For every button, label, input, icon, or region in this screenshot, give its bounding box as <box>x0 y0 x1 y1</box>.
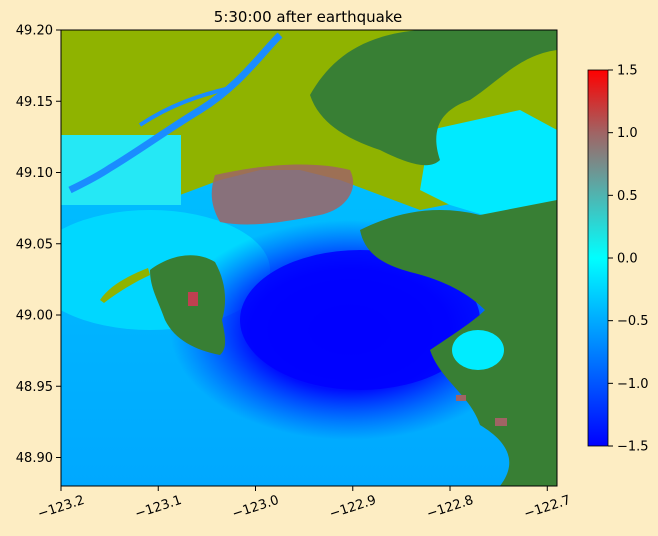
x-tick-label: −122.9 <box>328 493 378 522</box>
colorbar-tick-label: 0.0 <box>617 252 638 267</box>
surge-patch-1 <box>188 292 198 306</box>
x-axis: −123.2 −123.1 −123.0 −122.9 −122.8 −122.7 <box>36 486 573 522</box>
colorbar-tick-label: 1.0 <box>617 126 638 141</box>
spit-landform <box>100 268 150 303</box>
y-tick-label: 49.00 <box>16 309 53 324</box>
plot-area <box>61 30 557 486</box>
x-tick-label: −122.7 <box>522 493 572 522</box>
chart-title: 5:30:00 after earthquake <box>214 8 402 26</box>
river-branch <box>138 86 231 127</box>
point-roberts-peninsula <box>150 255 226 355</box>
upland-east <box>310 30 557 166</box>
plot-frame <box>60 29 558 487</box>
x-tick-label: −123.0 <box>230 493 280 522</box>
surge-patch-3 <box>495 418 507 426</box>
y-tick-label: 48.90 <box>16 451 53 466</box>
y-tick-label: 49.05 <box>16 237 53 252</box>
colorbar-tick-label: 1.5 <box>617 64 638 79</box>
colorbar <box>587 69 609 447</box>
colorbar-tick-label: −0.5 <box>617 314 649 329</box>
y-axis: 48.90 48.95 49.00 49.05 49.10 49.15 49.20 <box>16 24 61 466</box>
y-tick-label: 48.95 <box>16 380 53 395</box>
colorbar-tick-label: −1.0 <box>617 377 649 392</box>
y-tick-label: 49.10 <box>16 166 53 181</box>
colorbar-tick-label: 0.5 <box>617 189 638 204</box>
flooded-delta <box>420 110 557 220</box>
positive-surge-zone <box>211 164 354 225</box>
flooded-lowland <box>61 135 181 205</box>
colorbar-tick-label: −1.5 <box>617 440 649 455</box>
colorbar-axis: −1.5 −1.0 −0.5 0.0 0.5 1.0 1.5 <box>608 64 649 455</box>
x-tick-label: −123.2 <box>36 493 86 522</box>
drawdown-core <box>240 250 480 390</box>
y-tick-label: 49.15 <box>16 95 53 110</box>
flooded-bay-east <box>452 330 504 370</box>
y-tick-label: 49.20 <box>16 24 53 39</box>
x-tick-label: −123.1 <box>133 493 183 522</box>
river-channel <box>68 32 283 194</box>
x-tick-label: −122.8 <box>425 493 475 522</box>
surge-patch-2 <box>456 395 466 401</box>
